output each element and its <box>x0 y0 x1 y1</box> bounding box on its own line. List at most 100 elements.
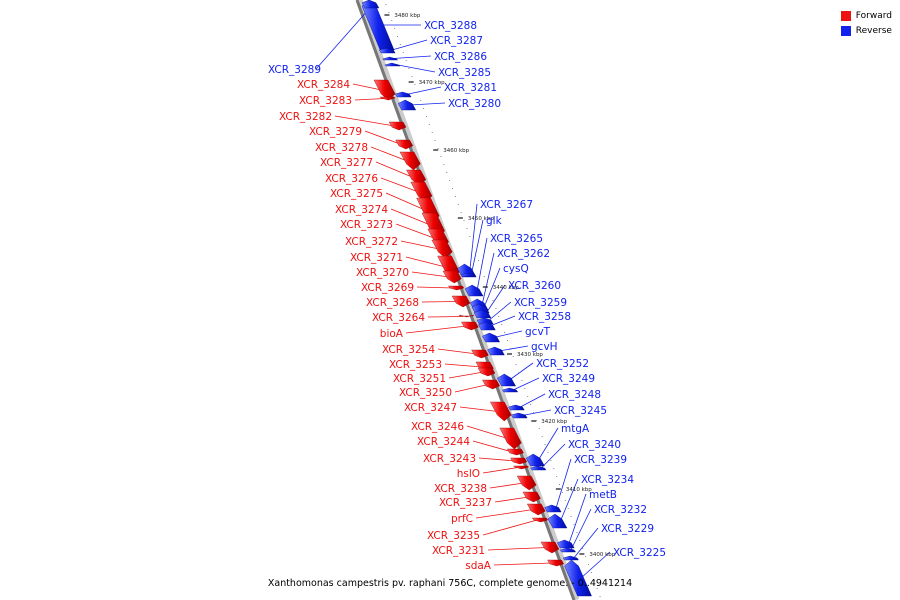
forward-leader <box>416 286 454 289</box>
forward-feature <box>482 379 500 390</box>
scale-dot <box>472 244 474 245</box>
legend: Forward Reverse <box>840 8 892 38</box>
scale-dot <box>440 156 442 157</box>
reverse-leader <box>580 551 611 579</box>
reverse-feature <box>361 0 380 9</box>
scale-dot <box>475 252 477 253</box>
reverse-gene-label: gcvH <box>531 341 558 353</box>
caption: Xanthomonas campestris pv. raphani 756C,… <box>267 578 633 589</box>
scale-dot <box>428 124 430 125</box>
forward-gene-label: XCR_3277 <box>320 157 373 169</box>
reverse-leader <box>409 102 446 106</box>
reverse-gene-label: XCR_3289 <box>268 64 321 76</box>
forward-gene-label: XCR_3271 <box>350 252 403 264</box>
reverse-gene-label: XCR_3225 <box>613 547 666 559</box>
reverse-leader <box>393 55 432 59</box>
scale-dot <box>530 404 532 405</box>
scale-dot <box>391 20 393 21</box>
scale-dot <box>512 356 514 357</box>
reverse-feature <box>559 547 577 553</box>
forward-leader <box>489 482 524 489</box>
reverse-leader <box>570 508 592 551</box>
forward-feature <box>490 401 512 422</box>
tick-label: 3480 kbp <box>394 13 420 19</box>
forward-leader <box>493 562 553 566</box>
scale-dot <box>570 516 572 517</box>
reverse-leader <box>390 39 428 51</box>
forward-feature <box>547 559 564 567</box>
reverse-gene-label: XCR_3259 <box>514 297 567 309</box>
scale-dot <box>420 100 422 101</box>
forward-leader <box>334 115 395 127</box>
reverse-feature <box>511 412 528 419</box>
forward-leader <box>475 509 534 519</box>
forward-leader <box>427 316 464 318</box>
forward-leader <box>370 146 408 162</box>
reverse-leader <box>406 86 442 95</box>
scale-dot <box>411 76 413 77</box>
reverse-gene-label: gcvT <box>525 326 551 338</box>
forward-gene-label: XCR_3250 <box>399 387 452 399</box>
forward-feature <box>388 121 407 131</box>
forward-gene-label: XCR_3244 <box>417 436 470 448</box>
forward-gene-label: XCR_3243 <box>423 453 476 465</box>
scale-dot <box>434 140 436 141</box>
reverse-gene-label: XCR_3262 <box>497 248 550 260</box>
forward-feature <box>526 503 546 516</box>
forward-leader <box>364 130 402 145</box>
forward-gene-label: XCR_3268 <box>366 297 419 309</box>
scale-dot <box>397 36 399 37</box>
scale-dot <box>501 324 503 325</box>
reverse-feature <box>457 263 477 278</box>
reverse-gene-label: XCR_3245 <box>554 405 607 417</box>
forward-leader <box>385 192 426 211</box>
scale-dot <box>417 92 419 93</box>
reverse-gene-label: XCR_3265 <box>490 233 543 245</box>
reverse-feature <box>501 387 519 393</box>
reverse-gene-label: XCR_3232 <box>594 504 647 516</box>
reverse-leader <box>538 427 559 461</box>
scale-dot <box>437 148 439 149</box>
reverse-feature <box>557 539 575 549</box>
scale-dot <box>408 68 410 69</box>
reverse-leader <box>522 409 552 416</box>
legend-reverse: Reverse <box>840 23 892 38</box>
legend-forward: Forward <box>840 8 892 23</box>
scale-dot <box>579 540 581 541</box>
scale-dot <box>466 228 468 229</box>
reverse-leader <box>493 330 523 338</box>
forward-gene-label: XCR_3284 <box>297 79 350 91</box>
scale-dot <box>480 268 482 269</box>
scale-dot <box>515 364 517 365</box>
reverse-gene-label: XCR_3288 <box>424 20 477 32</box>
scale-dot <box>443 164 445 165</box>
forward-feature <box>540 541 560 554</box>
reverse-gene-label: XCR_3248 <box>548 389 601 401</box>
reverse-leader <box>470 219 484 275</box>
scale-dot <box>449 180 451 181</box>
forward-leader <box>352 83 382 91</box>
reverse-feature <box>564 559 592 597</box>
scale-dot <box>469 236 471 237</box>
forward-gene-label: XCR_3269 <box>361 282 414 294</box>
reverse-leader <box>555 458 572 509</box>
reverse-leader <box>483 267 501 309</box>
reverse-gene-label: XCR_3281 <box>444 82 497 94</box>
scale-dot <box>498 316 500 317</box>
scale-dot <box>567 508 569 509</box>
reverse-leader <box>519 393 546 408</box>
scale-dot <box>446 172 448 173</box>
forward-feature <box>477 367 496 377</box>
reverse-feature <box>562 555 579 561</box>
forward-gene-label: XCR_3246 <box>411 421 464 433</box>
reverse-feature <box>547 513 568 529</box>
scale-dot <box>463 220 465 221</box>
forward-feature <box>513 465 530 470</box>
forward-gene-label: XCR_3235 <box>427 530 480 542</box>
scale-dot <box>521 380 523 381</box>
scale-dot <box>431 132 433 133</box>
scale-dot <box>553 468 555 469</box>
scale-dot <box>402 52 404 53</box>
scale-dot <box>394 28 396 29</box>
